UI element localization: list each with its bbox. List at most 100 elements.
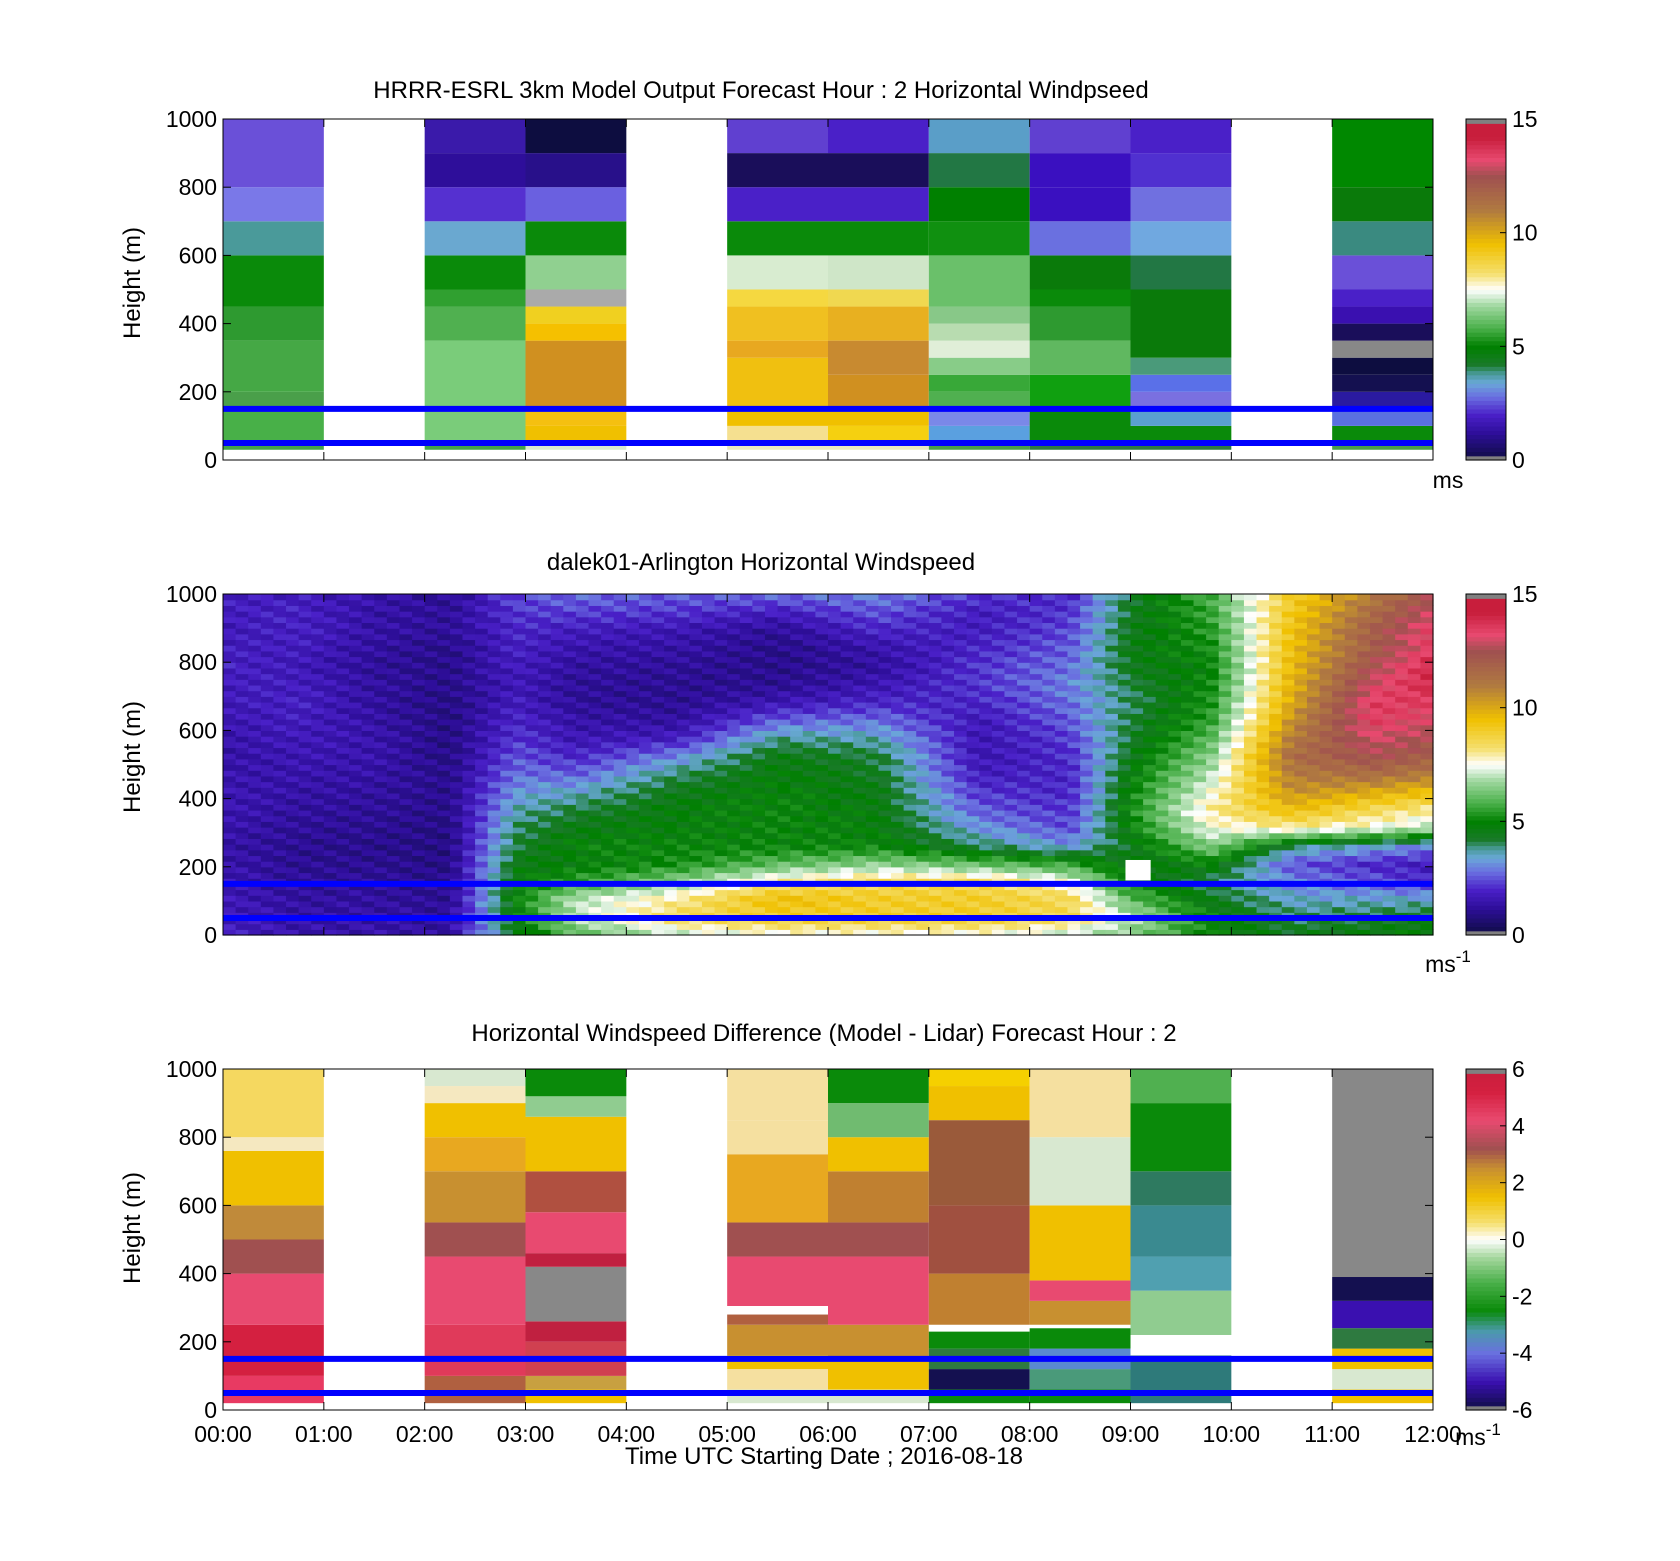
- heatmap-cell: [739, 747, 753, 754]
- heatmap-cell: [941, 764, 955, 771]
- heatmap-cell: [601, 628, 615, 635]
- heatmap-cell: [1042, 770, 1056, 777]
- heatmap-cell: [525, 781, 539, 788]
- heatmap-cell: [1206, 844, 1220, 851]
- heatmap-cell: [1155, 736, 1169, 743]
- heatmap-cell: [286, 827, 300, 834]
- heatmap-cell: [412, 736, 426, 743]
- heatmap-cell: [840, 656, 854, 663]
- heatmap-cell: [500, 844, 514, 851]
- heatmap-cell: [1193, 741, 1207, 749]
- heatmap-cell: [739, 792, 753, 800]
- heatmap-cell: [840, 662, 854, 669]
- heatmap-cell: [828, 775, 842, 783]
- heatmap-cell: [727, 425, 828, 443]
- heatmap-cell: [449, 821, 464, 828]
- heatmap-cell: [928, 594, 943, 601]
- heatmap-cell: [336, 889, 350, 896]
- heatmap-cell: [777, 696, 791, 703]
- heatmap-cell: [1067, 861, 1081, 868]
- heatmap-cell: [1130, 775, 1144, 783]
- heatmap-cell: [1193, 753, 1207, 760]
- heatmap-cell: [815, 917, 829, 925]
- heatmap-cell: [260, 832, 275, 839]
- heatmap-cell: [727, 639, 741, 646]
- heatmap-cell: [1080, 923, 1094, 930]
- heatmap-cell: [1180, 861, 1195, 868]
- heatmap-cell: [336, 787, 350, 794]
- heatmap-cell: [462, 673, 476, 680]
- heatmap-cell: [323, 753, 338, 760]
- heatmap-cell: [1143, 753, 1157, 760]
- heatmap-cell: [601, 883, 615, 891]
- heatmap-cell: [487, 628, 501, 635]
- heatmap-cell: [235, 667, 249, 675]
- heatmap-cell: [954, 895, 968, 902]
- heatmap-cell: [1105, 684, 1119, 692]
- heatmap-cell: [676, 696, 690, 703]
- heatmap-cell: [412, 815, 426, 822]
- heatmap-cell: [954, 849, 968, 857]
- heatmap-cell: [437, 719, 451, 726]
- heatmap-cell: [752, 798, 766, 805]
- heatmap-cell: [601, 616, 615, 624]
- heatmap-cell: [273, 599, 287, 606]
- heatmap-cell: [613, 622, 627, 629]
- heatmap-cell: [248, 883, 262, 891]
- heatmap-cell: [865, 855, 880, 862]
- heatmap-cell: [475, 758, 489, 766]
- heatmap-cell: [790, 622, 804, 629]
- heatmap-cell: [260, 929, 275, 936]
- heatmap-cell: [1155, 832, 1169, 839]
- heatmap-cell: [1054, 855, 1069, 862]
- heatmap-cell: [790, 673, 804, 680]
- heatmap-cell: [1130, 889, 1144, 896]
- heatmap-cell: [1168, 832, 1182, 839]
- heatmap-cell: [1092, 639, 1106, 646]
- heatmap-cell: [235, 917, 249, 925]
- heatmap-cell: [248, 639, 262, 646]
- heatmap-cell: [273, 753, 287, 760]
- heatmap-cell: [412, 628, 426, 635]
- heatmap-cell: [525, 787, 539, 794]
- heatmap-cell: [487, 889, 501, 896]
- heatmap-cell: [714, 770, 728, 777]
- heatmap-cell: [840, 758, 854, 766]
- heatmap-cell: [1130, 923, 1144, 930]
- heatmap-cell: [1054, 821, 1069, 828]
- heatmap-cell: [651, 730, 665, 737]
- heatmap-cell: [727, 645, 741, 652]
- heatmap-cell: [1017, 679, 1031, 686]
- heatmap-cell: [727, 827, 741, 834]
- heatmap-cell: [815, 616, 829, 624]
- heatmap-cell: [802, 883, 816, 891]
- heatmap-cell: [865, 673, 880, 680]
- heatmap-cell: [954, 758, 968, 766]
- heatmap-cell: [790, 900, 804, 908]
- heatmap-cell: [626, 719, 640, 726]
- heatmap-cell: [916, 684, 930, 692]
- heatmap-cell: [891, 719, 905, 726]
- heatmap-cell: [361, 827, 375, 834]
- heatmap-cell: [462, 815, 476, 822]
- heatmap-cell: [613, 599, 627, 606]
- heatmap-cell: [1117, 594, 1132, 601]
- heatmap-cell: [260, 900, 275, 908]
- heatmap-cell: [1143, 758, 1157, 766]
- heatmap-cell: [928, 255, 1030, 307]
- heatmap-cell: [349, 832, 363, 839]
- heatmap-cell: [1054, 696, 1069, 703]
- heatmap-cell: [979, 775, 993, 783]
- heatmap-cell: [1130, 821, 1144, 828]
- heatmap-cell: [727, 656, 741, 663]
- heatmap-cell: [487, 809, 501, 817]
- heatmap-cell: [575, 707, 590, 714]
- heatmap-cell: [588, 804, 602, 811]
- heatmap-cell: [954, 923, 968, 930]
- heatmap-cell: [424, 622, 438, 629]
- heatmap-cell: [979, 724, 993, 731]
- heatmap-cell: [260, 855, 275, 862]
- heatmap-cell: [1206, 719, 1220, 726]
- heatmap-cell: [462, 889, 476, 896]
- heatmap-cell: [525, 741, 539, 749]
